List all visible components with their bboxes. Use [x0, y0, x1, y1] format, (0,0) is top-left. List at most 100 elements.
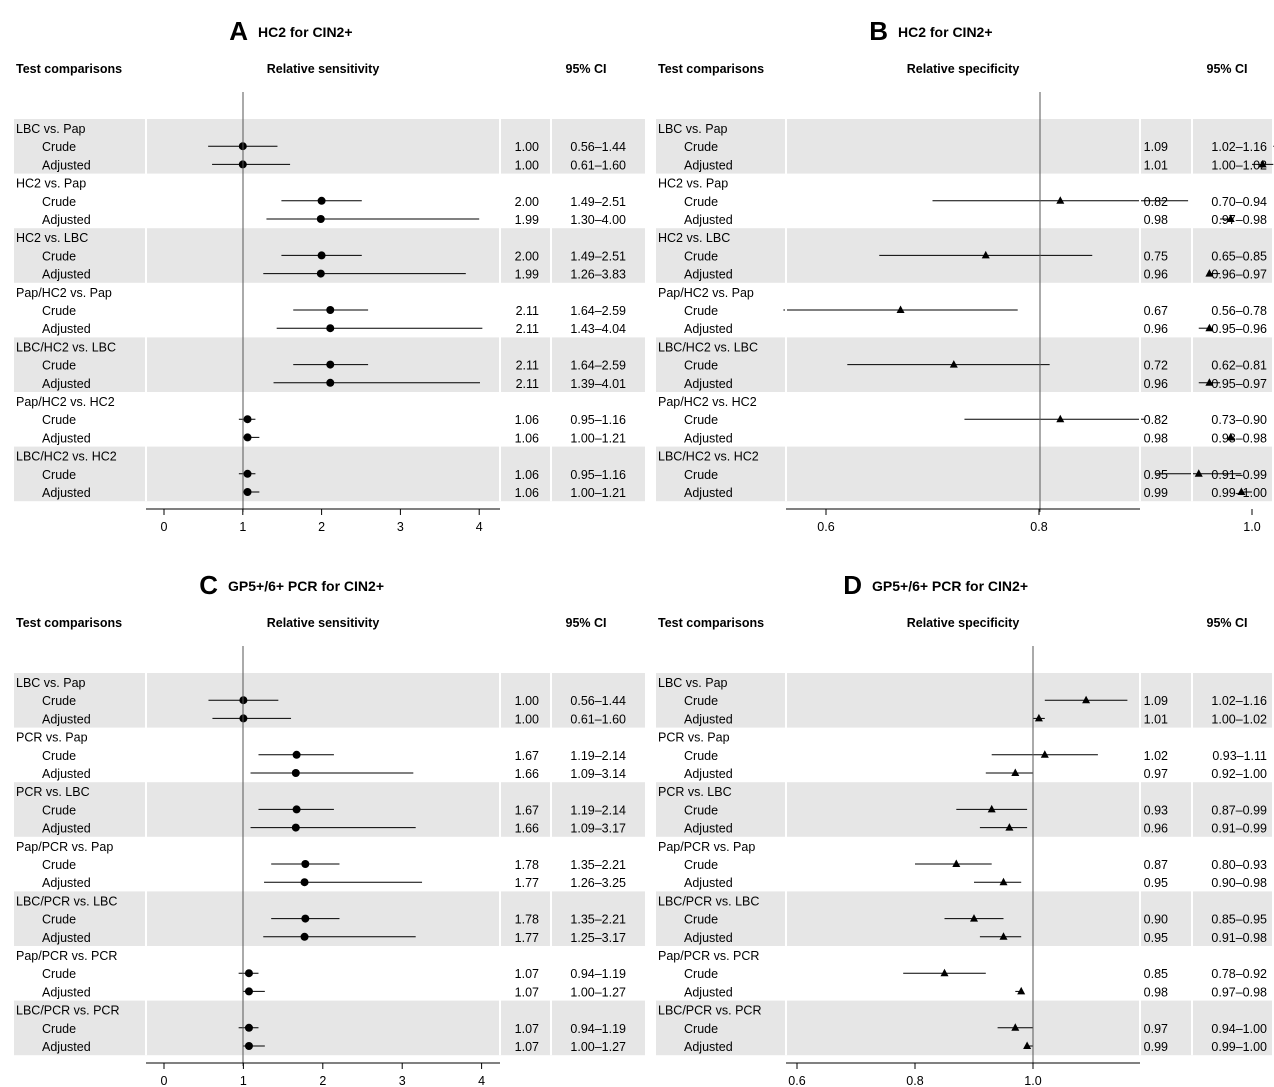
- estimate-value: 1.66: [515, 822, 539, 836]
- ci-value: 0.92–1.00: [1211, 767, 1267, 781]
- x-tick-label: 0: [161, 1074, 168, 1087]
- estimate-value: 2.11: [516, 304, 539, 318]
- row-label: Crude: [684, 304, 718, 318]
- group-label: Pap/PCR vs. Pap: [658, 840, 755, 854]
- ci-value: 1.00–1.02: [1211, 712, 1267, 726]
- estimate-point: [326, 360, 335, 369]
- estimate-value: 0.82: [1144, 195, 1168, 209]
- estimate-point: [243, 415, 252, 424]
- estimate-point: [317, 196, 326, 205]
- panel-title: GP5+/6+ PCR for CIN2+: [228, 578, 384, 594]
- row-label: Adjusted: [42, 431, 91, 445]
- row-label: Crude: [42, 858, 76, 872]
- estimate-point: [1011, 768, 1020, 776]
- estimate-point: [1205, 323, 1214, 332]
- group-shading: [14, 1000, 645, 1056]
- x-tick-label: 2: [318, 520, 325, 534]
- estimate-point: [1082, 695, 1091, 704]
- col-header-test: Test comparisons: [16, 616, 122, 630]
- estimate-point: [244, 1042, 253, 1050]
- ci-value: 0.87–0.99: [1211, 803, 1267, 817]
- panel-b: B HC2 for CIN2+ Test comparisons Relative s…: [656, 16, 1274, 534]
- estimate-point: [317, 251, 326, 260]
- estimate-point: [1011, 1023, 1020, 1031]
- estimate-value: 2.00: [515, 249, 539, 263]
- group-label: HC2 vs. Pap: [658, 177, 728, 191]
- estimate-point: [1194, 469, 1203, 477]
- ci-value: 1.26–3.83: [570, 268, 626, 282]
- estimate-value: 1.67: [515, 803, 539, 817]
- estimate-value: 1.77: [515, 931, 539, 945]
- estimate-value: 1.07: [515, 1040, 539, 1054]
- ci-value: 1.00–1.21: [570, 486, 626, 500]
- group-label: Pap/PCR vs. PCR: [16, 949, 117, 963]
- estimate-value: 1.06: [515, 413, 539, 427]
- group-label: LBC vs. Pap: [658, 122, 728, 136]
- ci-value: 1.19–2.14: [570, 749, 626, 763]
- row-label: Adjusted: [42, 822, 91, 836]
- ci-value: 1.64–2.59: [570, 304, 626, 318]
- group-label: LBC/HC2 vs. HC2: [16, 450, 117, 464]
- ci-value: 1.30–4.00: [570, 213, 626, 227]
- ci-value: 0.56–1.44: [570, 140, 626, 154]
- group-label: Pap/PCR vs. Pap: [16, 840, 113, 854]
- estimate-value: 0.87: [1144, 858, 1168, 872]
- ci-value: 0.94–1.19: [570, 967, 626, 981]
- x-tick-label: 2: [319, 1074, 326, 1087]
- panel-title: HC2 for CIN2+: [258, 24, 353, 40]
- col-header-test: Test comparisons: [16, 62, 122, 76]
- ci-value: 0.98–0.98: [1211, 431, 1267, 445]
- estimate-value: 1.06: [515, 431, 539, 445]
- estimate-value: 0.98: [1144, 985, 1168, 999]
- col-header-ci: 95% CI: [1207, 62, 1248, 76]
- row-label: Adjusted: [684, 268, 733, 282]
- estimate-value: 0.67: [1144, 304, 1168, 318]
- estimate-value: 1.02: [1144, 749, 1168, 763]
- row-label: Adjusted: [684, 712, 733, 726]
- estimate-point: [291, 769, 300, 777]
- row-label: Crude: [684, 195, 718, 209]
- ci-value: 1.49–2.51: [570, 249, 626, 263]
- row-label: Crude: [42, 694, 76, 708]
- estimate-value: 0.72: [1144, 359, 1168, 373]
- estimate-point: [300, 878, 309, 887]
- x-tick-label: 0.8: [1030, 520, 1047, 534]
- row-label: Adjusted: [684, 931, 733, 945]
- estimate-value: 1.01: [1144, 712, 1168, 726]
- row-label: Adjusted: [42, 931, 91, 945]
- estimate-value: 1.66: [515, 767, 539, 781]
- col-header-ci: 95% CI: [566, 616, 607, 630]
- group-shading: [656, 1000, 1272, 1056]
- group-label: Pap/HC2 vs. HC2: [658, 395, 757, 409]
- group-label: LBC/PCR vs. LBC: [16, 894, 117, 908]
- ci-value: 1.00–1.02: [1211, 158, 1267, 172]
- ci-value: 0.73–0.90: [1211, 413, 1267, 427]
- ci-value: 0.65–0.85: [1211, 249, 1267, 263]
- row-label: Adjusted: [42, 876, 91, 890]
- col-header-measure: Relative sensitivity: [267, 62, 380, 76]
- row-label: Adjusted: [42, 377, 91, 391]
- row-label: Crude: [42, 249, 76, 263]
- group-label: PCR vs. LBC: [16, 785, 90, 799]
- row-label: Adjusted: [684, 158, 733, 172]
- row-label: Crude: [684, 140, 718, 154]
- estimate-value: 1.07: [515, 967, 539, 981]
- estimate-point: [244, 1023, 253, 1032]
- estimate-value: 0.98: [1144, 213, 1168, 227]
- ci-value: 1.19–2.14: [570, 803, 626, 817]
- estimate-point: [326, 306, 335, 314]
- estimate-value: 0.96: [1144, 822, 1168, 836]
- ci-value: 0.85–0.95: [1211, 913, 1267, 927]
- estimate-value: 2.11: [516, 322, 539, 336]
- estimate-point: [316, 215, 325, 223]
- group-shading: [656, 119, 1272, 174]
- row-label: Crude: [684, 967, 718, 981]
- group-label: LBC/PCR vs. PCR: [658, 1004, 762, 1018]
- estimate-value: 1.77: [515, 876, 539, 890]
- ci-value: 0.78–0.92: [1211, 967, 1267, 981]
- col-header-measure: Relative sensitivity: [267, 616, 380, 630]
- ci-value: 1.26–3.25: [570, 876, 626, 890]
- estimate-point: [949, 360, 958, 368]
- col-header-test: Test comparisons: [658, 62, 764, 76]
- ci-value: 1.02–1.16: [1211, 140, 1267, 154]
